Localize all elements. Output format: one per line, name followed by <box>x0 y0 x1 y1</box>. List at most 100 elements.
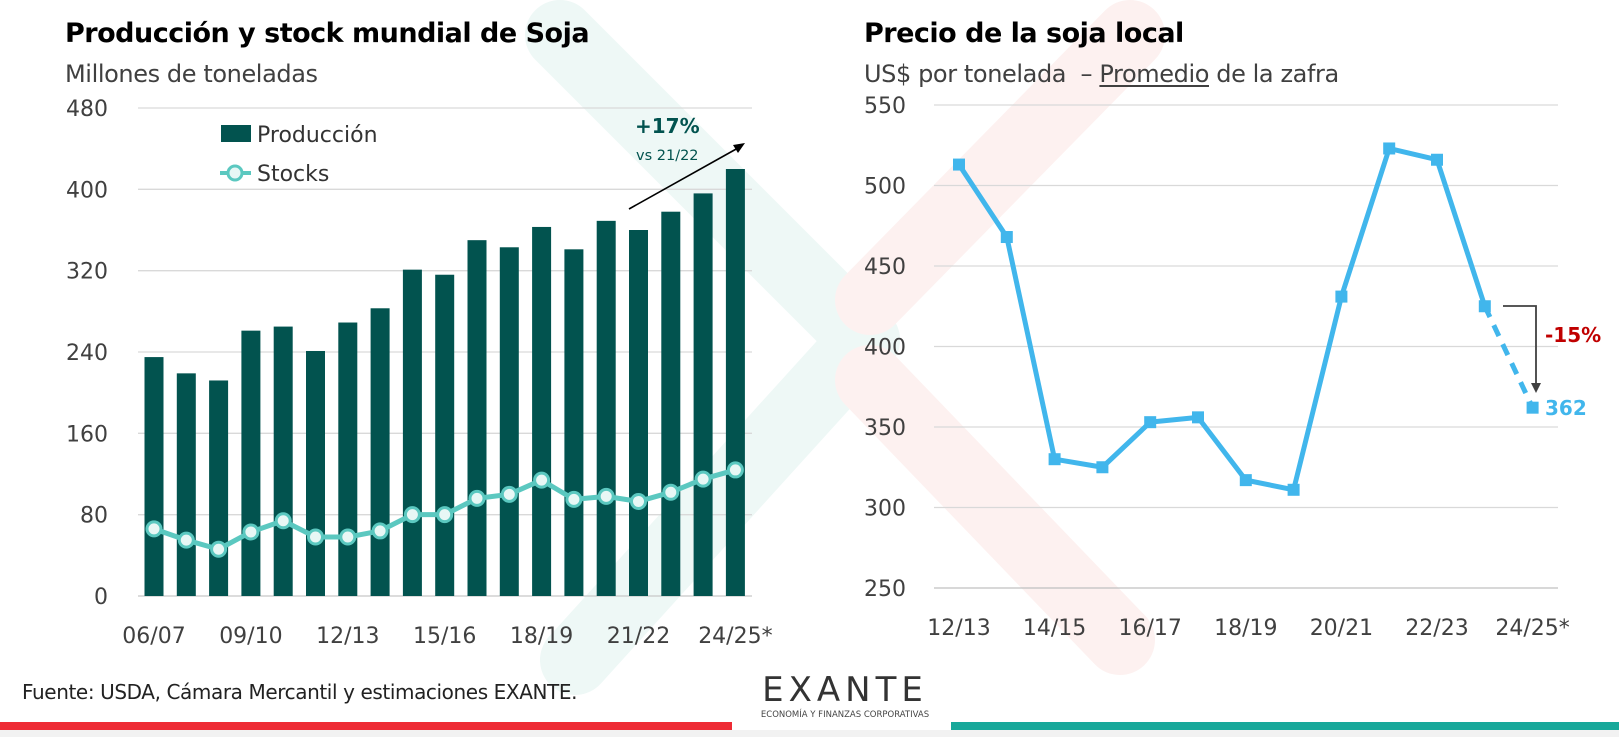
exante-logo: EXANTE ECONOMÍA Y FINANZAS CORPORATIVAS <box>740 672 950 730</box>
growth-arrow <box>628 147 739 210</box>
stocks-point <box>597 487 615 505</box>
price-point <box>953 158 965 171</box>
production-bar <box>725 169 745 596</box>
production-bar <box>661 211 681 596</box>
stocks-point <box>533 471 551 489</box>
price-point <box>1431 153 1443 166</box>
price-point <box>1287 483 1300 496</box>
logo-tagline: ECONOMÍA Y FINANZAS CORPORATIVAS <box>760 710 930 720</box>
stocks-point <box>500 485 518 503</box>
production-bar <box>467 240 487 596</box>
production-bar <box>273 326 293 596</box>
x-tick-label: 06/07 <box>122 624 185 649</box>
footer-red-bar <box>0 722 732 730</box>
price-point <box>1383 142 1396 155</box>
price-point <box>1192 411 1204 424</box>
production-bar <box>209 380 229 596</box>
left-chart-subtitle: Millones de toneladas <box>65 60 318 88</box>
stocks-point <box>339 528 357 546</box>
price-line-projected <box>1482 305 1535 409</box>
production-bar <box>532 226 552 596</box>
price-point <box>1000 231 1013 244</box>
y-tick-label: 250 <box>864 577 906 602</box>
stocks-point <box>177 531 195 549</box>
stocks-point <box>630 492 647 510</box>
stocks-point <box>468 489 486 507</box>
x-tick-label: 20/21 <box>1310 616 1373 641</box>
price-point <box>1335 290 1348 303</box>
x-tick-label: 22/23 <box>1405 616 1468 641</box>
footer-teal-bar <box>951 722 1619 730</box>
legend-stocks-marker-icon <box>226 164 244 182</box>
stocks-point <box>242 523 260 541</box>
production-bar <box>693 193 713 596</box>
x-tick-label: 24/25* <box>698 624 772 649</box>
y-tick-label: 480 <box>66 97 108 122</box>
y-tick-label: 400 <box>864 336 906 361</box>
stocks-point <box>403 506 421 524</box>
x-tick-label: 12/13 <box>316 624 379 649</box>
y-tick-label: 0 <box>94 585 108 610</box>
stocks-point <box>371 522 389 540</box>
price-point <box>1048 453 1061 466</box>
x-tick-label: 18/19 <box>510 624 573 649</box>
y-tick-label: 300 <box>864 497 906 522</box>
y-tick-label: 350 <box>864 416 906 441</box>
stocks-point <box>274 512 292 530</box>
y-tick-label: 160 <box>66 422 108 447</box>
growth-arrow-head <box>733 143 745 153</box>
decline-annotation: -15% <box>1545 323 1601 347</box>
y-tick-label: 400 <box>66 178 108 203</box>
last-value-label: 362 <box>1545 396 1587 420</box>
production-bar <box>564 249 584 597</box>
price-point <box>1526 401 1539 414</box>
logo-wordmark: EXANTE <box>762 670 928 710</box>
footer-strip <box>0 730 1619 737</box>
price-line <box>956 145 1488 493</box>
legend-production-label: Producción <box>257 123 378 148</box>
legend-stocks-label: Stocks <box>257 162 329 187</box>
x-tick-label: 15/16 <box>413 624 476 649</box>
stocks-point <box>726 461 744 479</box>
left-chart-title: Producción y stock mundial de Soja <box>65 18 590 49</box>
soy-price-chart: 250 300 350 400 450 500 550 12/13 14/15 16/17 18/… <box>864 94 1601 641</box>
x-tick-label: 16/17 <box>1118 616 1181 641</box>
subtitle-prefix: US$ por tonelada – <box>864 60 1100 88</box>
y-tick-label: 450 <box>864 255 906 280</box>
production-bar <box>144 357 164 596</box>
source-note: Fuente: USDA, Cámara Mercantil y estimac… <box>22 680 578 704</box>
stocks-point <box>210 540 228 558</box>
x-tick-label: 21/22 <box>607 624 670 649</box>
production-bar <box>338 322 358 596</box>
stocks-point <box>307 528 324 546</box>
y-tick-label: 80 <box>80 504 108 529</box>
stocks-point <box>565 490 583 508</box>
x-tick-label: 14/15 <box>1023 616 1086 641</box>
x-tick-label: 24/25* <box>1495 616 1569 641</box>
price-point <box>1239 474 1252 487</box>
y-tick-label: 550 <box>864 94 906 119</box>
right-chart-title: Precio de la soja local <box>864 18 1184 49</box>
price-point <box>1096 461 1109 474</box>
subtitle-suffix: de la zafra <box>1209 60 1339 88</box>
growth-annotation: +17% <box>635 114 700 138</box>
stocks-point <box>694 470 712 488</box>
y-tick-label: 320 <box>66 260 108 285</box>
stocks-point <box>436 506 454 524</box>
growth-annotation-sub: vs 21/22 <box>636 148 699 164</box>
x-tick-label: 12/13 <box>927 616 990 641</box>
price-point <box>1478 300 1491 313</box>
decline-bracket <box>1503 305 1537 385</box>
y-tick-label: 500 <box>864 175 906 200</box>
x-tick-label: 09/10 <box>219 624 282 649</box>
legend-production-swatch <box>221 125 251 142</box>
stocks-point <box>145 520 163 538</box>
decline-arrow-head <box>1531 383 1541 393</box>
stocks-point <box>662 483 680 501</box>
production-stock-chart: 0 80 160 240 320 400 480 06/07 09/10 12/13 15/16 1… <box>66 97 773 649</box>
x-tick-label: 18/19 <box>1214 616 1277 641</box>
price-point <box>1144 416 1157 429</box>
production-bar <box>499 247 519 597</box>
right-chart-subtitle: US$ por tonelada – Promedio de la zafra <box>864 60 1339 88</box>
y-tick-label: 240 <box>66 341 108 366</box>
